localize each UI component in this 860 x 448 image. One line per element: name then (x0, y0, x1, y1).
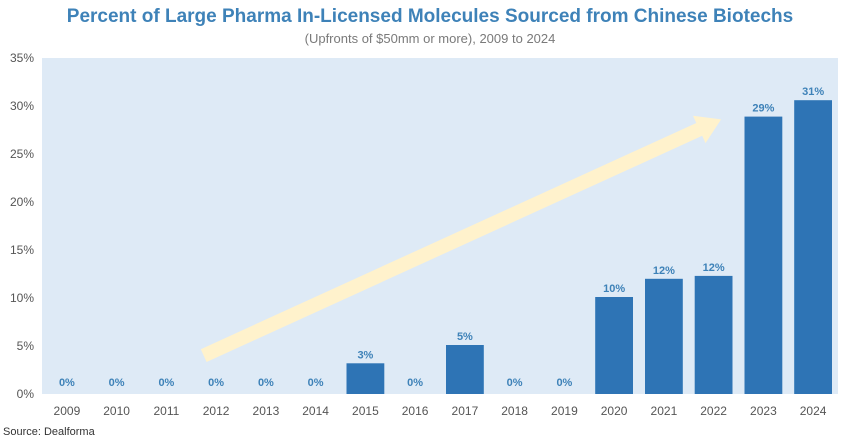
data-label-2018: 0% (507, 377, 523, 389)
y-tick-label: 30% (10, 99, 34, 113)
data-label-2014: 0% (308, 377, 324, 389)
data-label-2019: 0% (556, 377, 572, 389)
y-tick-label: 0% (17, 387, 35, 401)
x-tick-label: 2012 (203, 404, 230, 418)
data-label-2012: 0% (208, 377, 224, 389)
bar-2021 (645, 278, 683, 394)
x-tick-label: 2021 (651, 404, 678, 418)
bar-2023 (744, 116, 783, 394)
x-tick-label: 2010 (103, 404, 130, 418)
bar-2015 (346, 363, 385, 394)
x-tick-label: 2013 (253, 404, 280, 418)
y-tick-label: 5% (17, 339, 35, 353)
data-label-2016: 0% (407, 377, 423, 389)
bar-2020 (595, 297, 633, 394)
bar-2022 (694, 275, 733, 394)
x-tick-label: 2024 (800, 404, 827, 418)
x-tick-label: 2011 (153, 404, 179, 418)
y-tick-label: 25% (10, 147, 34, 161)
bar-2024 (794, 100, 832, 394)
x-tick-label: 2023 (750, 404, 777, 418)
data-labels: 0% 0% 0% 0% 0% 0% 3% 0% 5% 0% 0% 10% 12% 12% 29% 31% (59, 86, 824, 389)
data-label-2022: 12% (703, 262, 725, 274)
data-label-2009: 0% (59, 377, 75, 389)
x-tick-label: 2009 (54, 404, 81, 418)
data-label-2015: 3% (357, 349, 373, 361)
x-tick-label: 2017 (452, 404, 479, 418)
data-label-2023: 29% (752, 103, 774, 115)
trend-arrow-shape (200, 115, 722, 362)
x-tick-label: 2022 (700, 404, 727, 418)
x-axis: 2009 2010 2011 2012 2013 2014 2015 2016 2017 2018… (54, 404, 827, 418)
data-label-2013: 0% (258, 377, 274, 389)
x-tick-label: 2016 (402, 404, 429, 418)
y-tick-label: 35% (10, 51, 34, 65)
x-tick-label: 2019 (551, 404, 578, 418)
data-label-2017: 5% (457, 331, 473, 343)
y-tick-label: 10% (10, 291, 34, 305)
data-label-2010: 0% (109, 377, 125, 389)
bar-2017 (446, 345, 484, 394)
x-tick-label: 2015 (352, 404, 379, 418)
data-label-2024: 31% (802, 86, 824, 98)
chart-title: Percent of Large Pharma In-Licensed Mole… (66, 6, 794, 27)
source-note: Source: Dealforma (3, 426, 95, 438)
bars (346, 100, 832, 394)
data-label-2020: 10% (603, 283, 625, 295)
y-axis: 0% 5% 10% 15% 20% 25% 30% 35% (10, 51, 34, 401)
data-label-2011: 0% (158, 377, 174, 389)
x-tick-label: 2018 (501, 404, 528, 418)
x-tick-label: 2020 (601, 404, 628, 418)
chart-subtitle: (Upfronts of $50mm or more), 2009 to 202… (304, 31, 556, 46)
y-tick-label: 15% (10, 243, 34, 257)
x-tick-label: 2014 (302, 404, 329, 418)
y-tick-label: 20% (10, 195, 34, 209)
trend-arrow (200, 115, 722, 362)
data-label-2021: 12% (653, 265, 675, 277)
